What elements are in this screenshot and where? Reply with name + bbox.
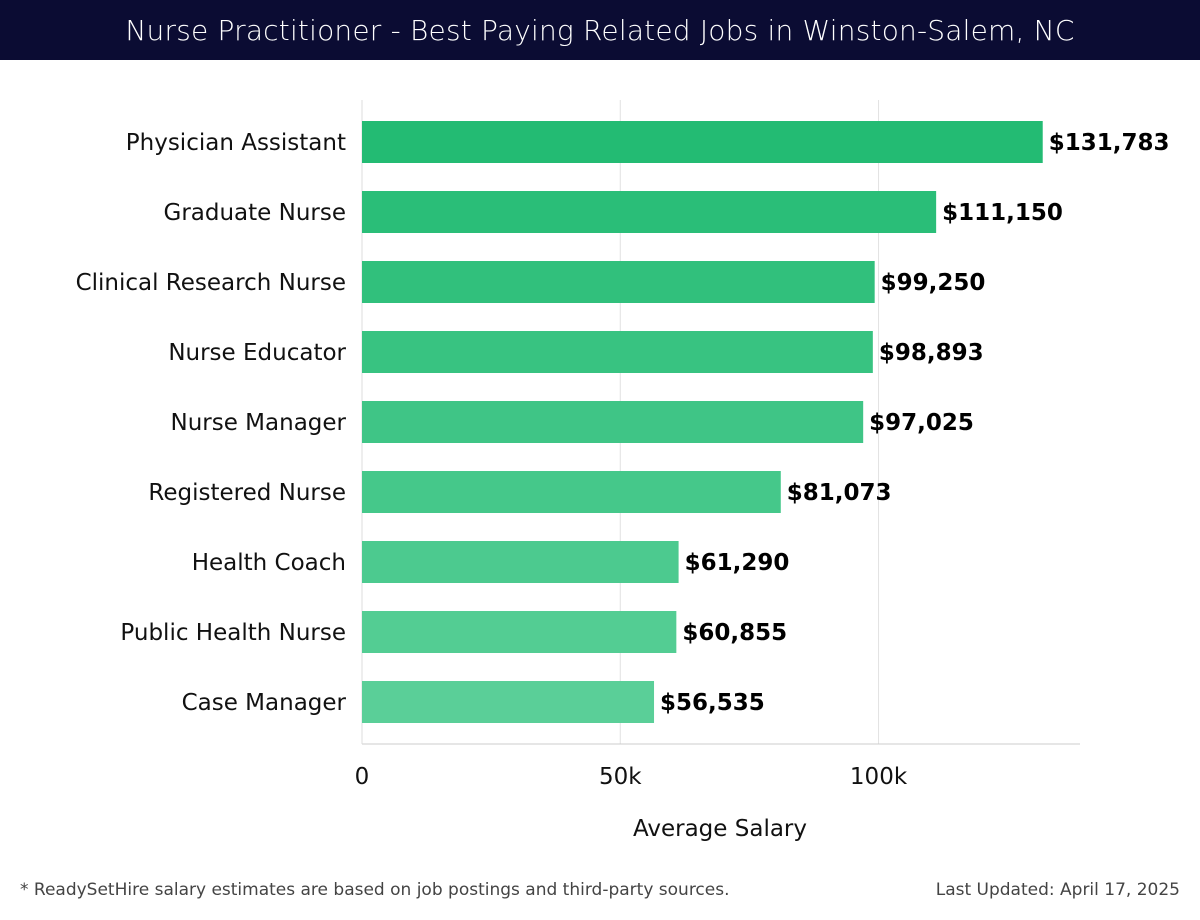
bar: [362, 681, 655, 723]
x-tick-label: 50k: [599, 764, 642, 790]
bar: [362, 121, 1043, 163]
bar: [362, 401, 864, 443]
x-axis-title: Average Salary: [633, 816, 807, 842]
category-label: Public Health Nurse: [120, 620, 346, 646]
x-tick-label: 100k: [850, 764, 908, 790]
bar: [362, 331, 873, 373]
bars: [362, 121, 1043, 723]
category-label: Health Coach: [192, 550, 346, 576]
bar: [362, 191, 937, 233]
category-label: Case Manager: [182, 690, 347, 716]
bar: [362, 611, 677, 653]
category-label: Nurse Manager: [171, 410, 347, 436]
value-label: $56,535: [660, 690, 765, 716]
value-label: $61,290: [685, 550, 790, 576]
labels: 0 50k 100k Physician Assistant $131,783 Gradu…: [76, 130, 1170, 790]
x-tick-label: 0: [355, 764, 370, 790]
bar: [362, 471, 781, 513]
value-label: $111,150: [942, 200, 1063, 226]
value-label: $99,250: [881, 270, 986, 296]
category-label: Physician Assistant: [126, 130, 346, 156]
bar: [362, 261, 875, 303]
value-label: $131,783: [1049, 130, 1170, 156]
footer-note: * ReadySetHire salary estimates are base…: [20, 880, 730, 900]
category-label: Registered Nurse: [148, 480, 346, 506]
bar: [362, 541, 679, 583]
category-label: Nurse Educator: [168, 340, 346, 366]
last-updated: Last Updated: April 17, 2025: [935, 880, 1180, 900]
value-label: $60,855: [682, 620, 787, 646]
value-label: $81,073: [787, 480, 892, 506]
chart-title: Nurse Practitioner - Best Paying Related…: [0, 0, 1200, 60]
category-label: Graduate Nurse: [164, 200, 347, 226]
value-label: $97,025: [869, 410, 974, 436]
value-label: $98,893: [879, 340, 984, 366]
category-label: Clinical Research Nurse: [76, 270, 346, 296]
